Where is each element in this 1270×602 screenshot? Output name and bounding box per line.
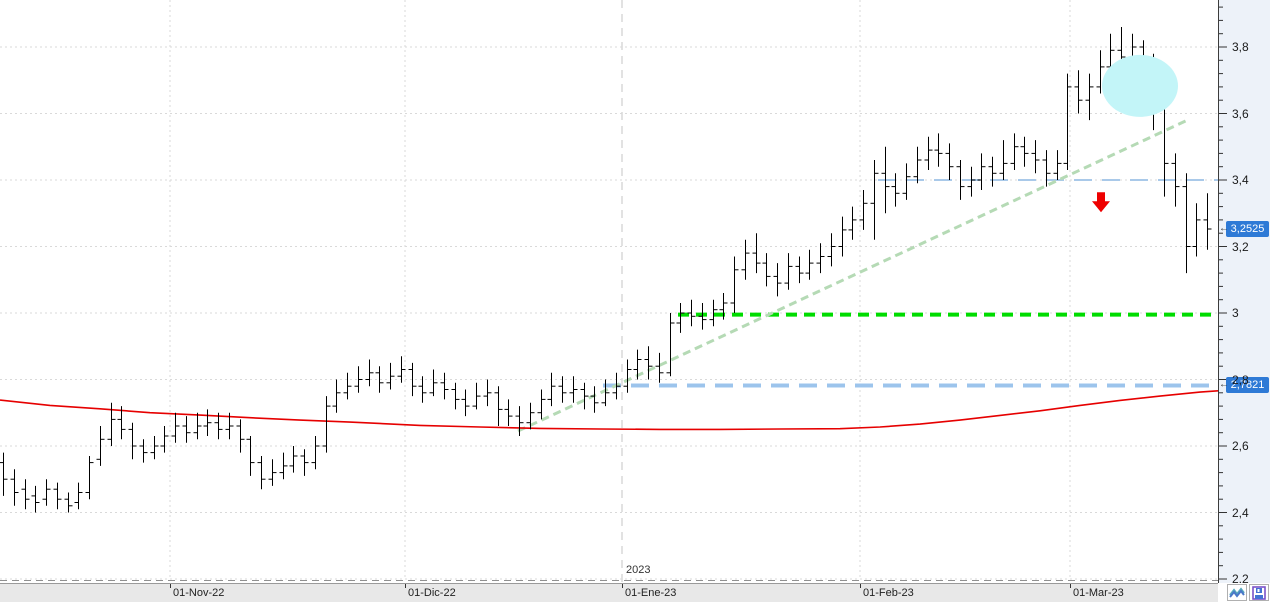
highlight-ellipse	[1102, 54, 1178, 117]
price-axis-ticks	[1219, 6, 1227, 580]
y-axis-label: 3,4	[1232, 173, 1249, 187]
y-axis-label: 2,2	[1232, 572, 1249, 583]
corner-toolbar	[1218, 583, 1270, 602]
x-axis-label: 01-Ene-23	[625, 587, 677, 599]
zigzag-lines-icon	[1229, 587, 1245, 598]
y-axis-label: 3,2	[1232, 239, 1249, 254]
x-axis-tick	[860, 584, 861, 588]
x-axis-tick	[1070, 584, 1071, 588]
ohlc-bars	[0, 27, 1212, 513]
x-axis-label: 01-Nov-22	[173, 587, 225, 599]
time-axis[interactable]: 01-Nov-22 01-Dic-22 01-Ene-23 01-Feb-23 01-M…	[0, 583, 1218, 602]
last-price-arrow-icon: ←	[1219, 223, 1229, 235]
x-axis-label: 01-Dic-22	[408, 587, 456, 599]
moving-average-line	[0, 390, 1218, 431]
ohlc-chart-canvas	[0, 0, 1218, 583]
price-chart-area[interactable]: 2023	[0, 0, 1218, 583]
y-axis-label: 2,4	[1232, 505, 1249, 520]
save-button[interactable]	[1249, 584, 1269, 601]
y-axis-label: 2,8	[1232, 372, 1249, 387]
y-axis-label: 3,8	[1232, 40, 1249, 54]
x-axis-tick	[405, 584, 406, 588]
level-price-badge: 2,7821	[1226, 377, 1269, 394]
down-arrow-annotation	[1092, 192, 1110, 213]
y-axis-label: 3,6	[1232, 106, 1249, 121]
zigzag-tool-button[interactable]	[1227, 584, 1247, 601]
year-label: 2023	[626, 564, 651, 576]
x-axis-tick	[170, 584, 171, 588]
y-axis-label: 2,6	[1232, 439, 1249, 453]
price-axis[interactable]: 3,2525 ← 2,7821 ← 3,8 3,6 3,4 3,2 3 2,8 2,6 2,4…	[1218, 0, 1270, 583]
y-axis-label: 3	[1232, 306, 1239, 320]
x-axis-tick	[622, 584, 623, 588]
x-axis-label: 01-Feb-23	[863, 587, 914, 599]
level-price-arrow-icon: ←	[1219, 379, 1229, 391]
x-axis-label: 01-Mar-23	[1073, 587, 1124, 599]
trendline	[517, 119, 1187, 433]
last-price-badge: 3,2525	[1226, 221, 1269, 238]
floppy-save-icon	[1252, 585, 1266, 600]
